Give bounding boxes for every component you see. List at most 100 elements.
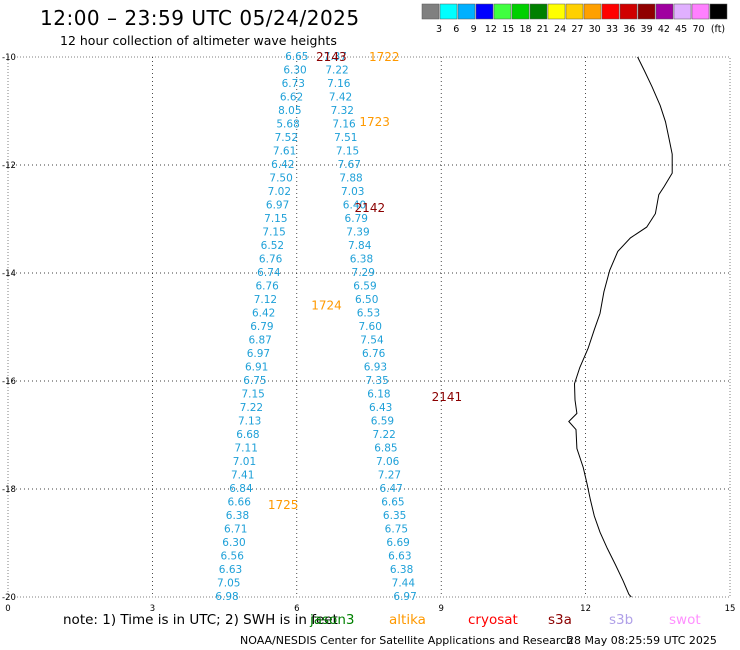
wave-height-label-track-b: 7.16 (332, 119, 356, 131)
legend-swatch (601, 3, 620, 20)
y-tick-label: -18 (2, 485, 16, 495)
wave-height-label-track-b: 7.29 (352, 267, 375, 279)
legend-swatch (475, 3, 494, 20)
wave-height-label-track-b: 6.69 (386, 537, 409, 549)
wave-height-label-track-b: 7.54 (360, 335, 384, 347)
satellite-label-cryosat: cryosat (468, 612, 518, 628)
wave-height-label-track-a: 6.38 (226, 510, 249, 522)
legend-label: 33 (606, 24, 618, 35)
legend-label: 6 (453, 24, 459, 35)
x-tick-label: 12 (580, 604, 591, 614)
wave-height-label-track-a: 6.66 (228, 497, 252, 509)
wave-height-label-track-b: 6.38 (390, 564, 413, 576)
wave-height-label-track-a: 6.97 (266, 200, 289, 212)
credit-line: NOAA/NESDIS Center for Satellite Applica… (240, 634, 574, 647)
wave-height-label-track-a: 5.68 (276, 119, 299, 131)
wave-height-label-track-b: 7.37 (324, 51, 347, 63)
wave-height-label-track-a: 7.15 (241, 389, 264, 401)
legend-label: 45 (675, 24, 687, 35)
wave-height-label-track-a: 7.02 (268, 186, 291, 198)
y-tick-label: -14 (2, 269, 16, 279)
wave-height-label-track-b: 7.60 (359, 321, 382, 333)
wave-height-label-track-b: 6.53 (357, 308, 380, 320)
wave-height-label-track-b: 7.44 (392, 578, 416, 590)
wave-height-label-track-b: 6.47 (379, 483, 402, 495)
y-tick-label: -16 (2, 377, 16, 387)
legend-swatch (565, 3, 584, 20)
wave-height-label-track-a: 7.15 (262, 227, 285, 239)
legend-label: (ft) (711, 24, 725, 35)
legend-label: 3 (436, 24, 442, 35)
pass-time-label: 1724 (311, 298, 342, 312)
wave-height-label-track-a: 6.56 (221, 551, 245, 563)
legend-swatch (529, 3, 548, 20)
wave-height-label-track-b: 6.40 (343, 200, 366, 212)
x-tick-label: 6 (294, 604, 299, 614)
y-tick-label: -20 (2, 593, 16, 603)
wave-height-color-legend: 3 6 9 12 15 18 21 24 27 30 33 36 39 42 45 70 (ft) (421, 3, 728, 35)
wave-height-label-track-b: 7.42 (329, 92, 352, 104)
wave-height-label-track-b: 7.16 (327, 78, 351, 90)
satellite-label-jason3: jason3 (310, 612, 355, 628)
wave-height-label-track-b: 6.43 (369, 402, 392, 414)
wave-height-label-track-b: 6.76 (362, 348, 386, 360)
wave-height-label-track-a: 6.76 (259, 254, 283, 266)
legend-label: 18 (519, 24, 531, 35)
wave-height-label-track-a: 6.84 (229, 483, 253, 495)
wave-height-label-track-b: 7.51 (334, 132, 357, 144)
wave-height-label-track-a: 7.41 (231, 470, 254, 482)
wave-height-label-track-a: 6.65 (285, 51, 308, 63)
y-tick-label: -10 (2, 53, 16, 63)
x-tick-label: 3 (150, 604, 155, 614)
wave-height-label-track-a: 7.61 (273, 146, 296, 158)
legend-label: 21 (537, 24, 549, 35)
wave-height-label-track-b: 7.84 (348, 240, 372, 252)
wave-height-label-track-a: 6.42 (252, 308, 275, 320)
wave-height-label-track-a: 7.05 (217, 578, 240, 590)
wave-height-label-track-b: 6.38 (350, 254, 373, 266)
wave-height-label-track-a: 6.52 (261, 240, 284, 252)
wave-height-label-track-b: 7.22 (372, 429, 395, 441)
satellite-label-swot: swot (669, 612, 701, 628)
legend-label: 15 (502, 24, 514, 35)
legend-swatch (457, 3, 476, 20)
wave-height-label-track-b: 7.88 (339, 173, 362, 185)
legend-swatch (439, 3, 458, 20)
coastline (568, 56, 673, 598)
wave-height-label-track-b: 7.67 (338, 159, 361, 171)
wave-height-label-track-a: 7.01 (233, 456, 256, 468)
legend-label: 39 (641, 24, 653, 35)
wave-height-label-track-b: 6.59 (371, 416, 394, 428)
pass-time-label: 1723 (359, 115, 390, 129)
x-tick-label: 9 (438, 604, 443, 614)
wave-height-label-track-b: 7.03 (341, 186, 364, 198)
legend-label: 70 (692, 24, 704, 35)
wave-height-label-track-b: 6.63 (388, 551, 411, 563)
wave-height-label-track-a: 6.30 (222, 537, 245, 549)
pass-time-label: 2141 (432, 390, 463, 404)
legend-swatch (637, 3, 656, 20)
legend-swatch (673, 3, 692, 20)
wave-height-label-track-a: 8.05 (278, 105, 301, 117)
satellite-label-s3b: s3b (609, 612, 634, 628)
wave-height-label-track-a: 6.98 (215, 591, 238, 603)
wave-height-label-track-a: 6.79 (250, 321, 273, 333)
legend-swatch (421, 3, 440, 20)
wave-height-label-track-a: 6.68 (236, 429, 259, 441)
pass-time-label: 2143 (316, 50, 347, 64)
wave-height-label-track-b: 7.35 (365, 375, 388, 387)
wave-height-label-track-b: 7.06 (376, 456, 400, 468)
wave-height-label-track-a: 6.73 (282, 78, 305, 90)
wave-height-label-track-a: 6.62 (280, 92, 303, 104)
wave-height-label-track-a: 7.15 (264, 213, 287, 225)
pass-time-label: 2142 (355, 201, 386, 215)
wave-height-label-track-b: 6.50 (355, 294, 378, 306)
legend-label: 27 (571, 24, 583, 35)
y-tick-label: -12 (2, 161, 16, 171)
wave-height-label-track-a: 6.91 (245, 362, 268, 374)
satellite-label-altika: altika (389, 612, 426, 628)
legend-swatch (691, 3, 710, 20)
map-frame (7, 56, 731, 598)
wave-height-label-track-b: 6.59 (353, 281, 376, 293)
